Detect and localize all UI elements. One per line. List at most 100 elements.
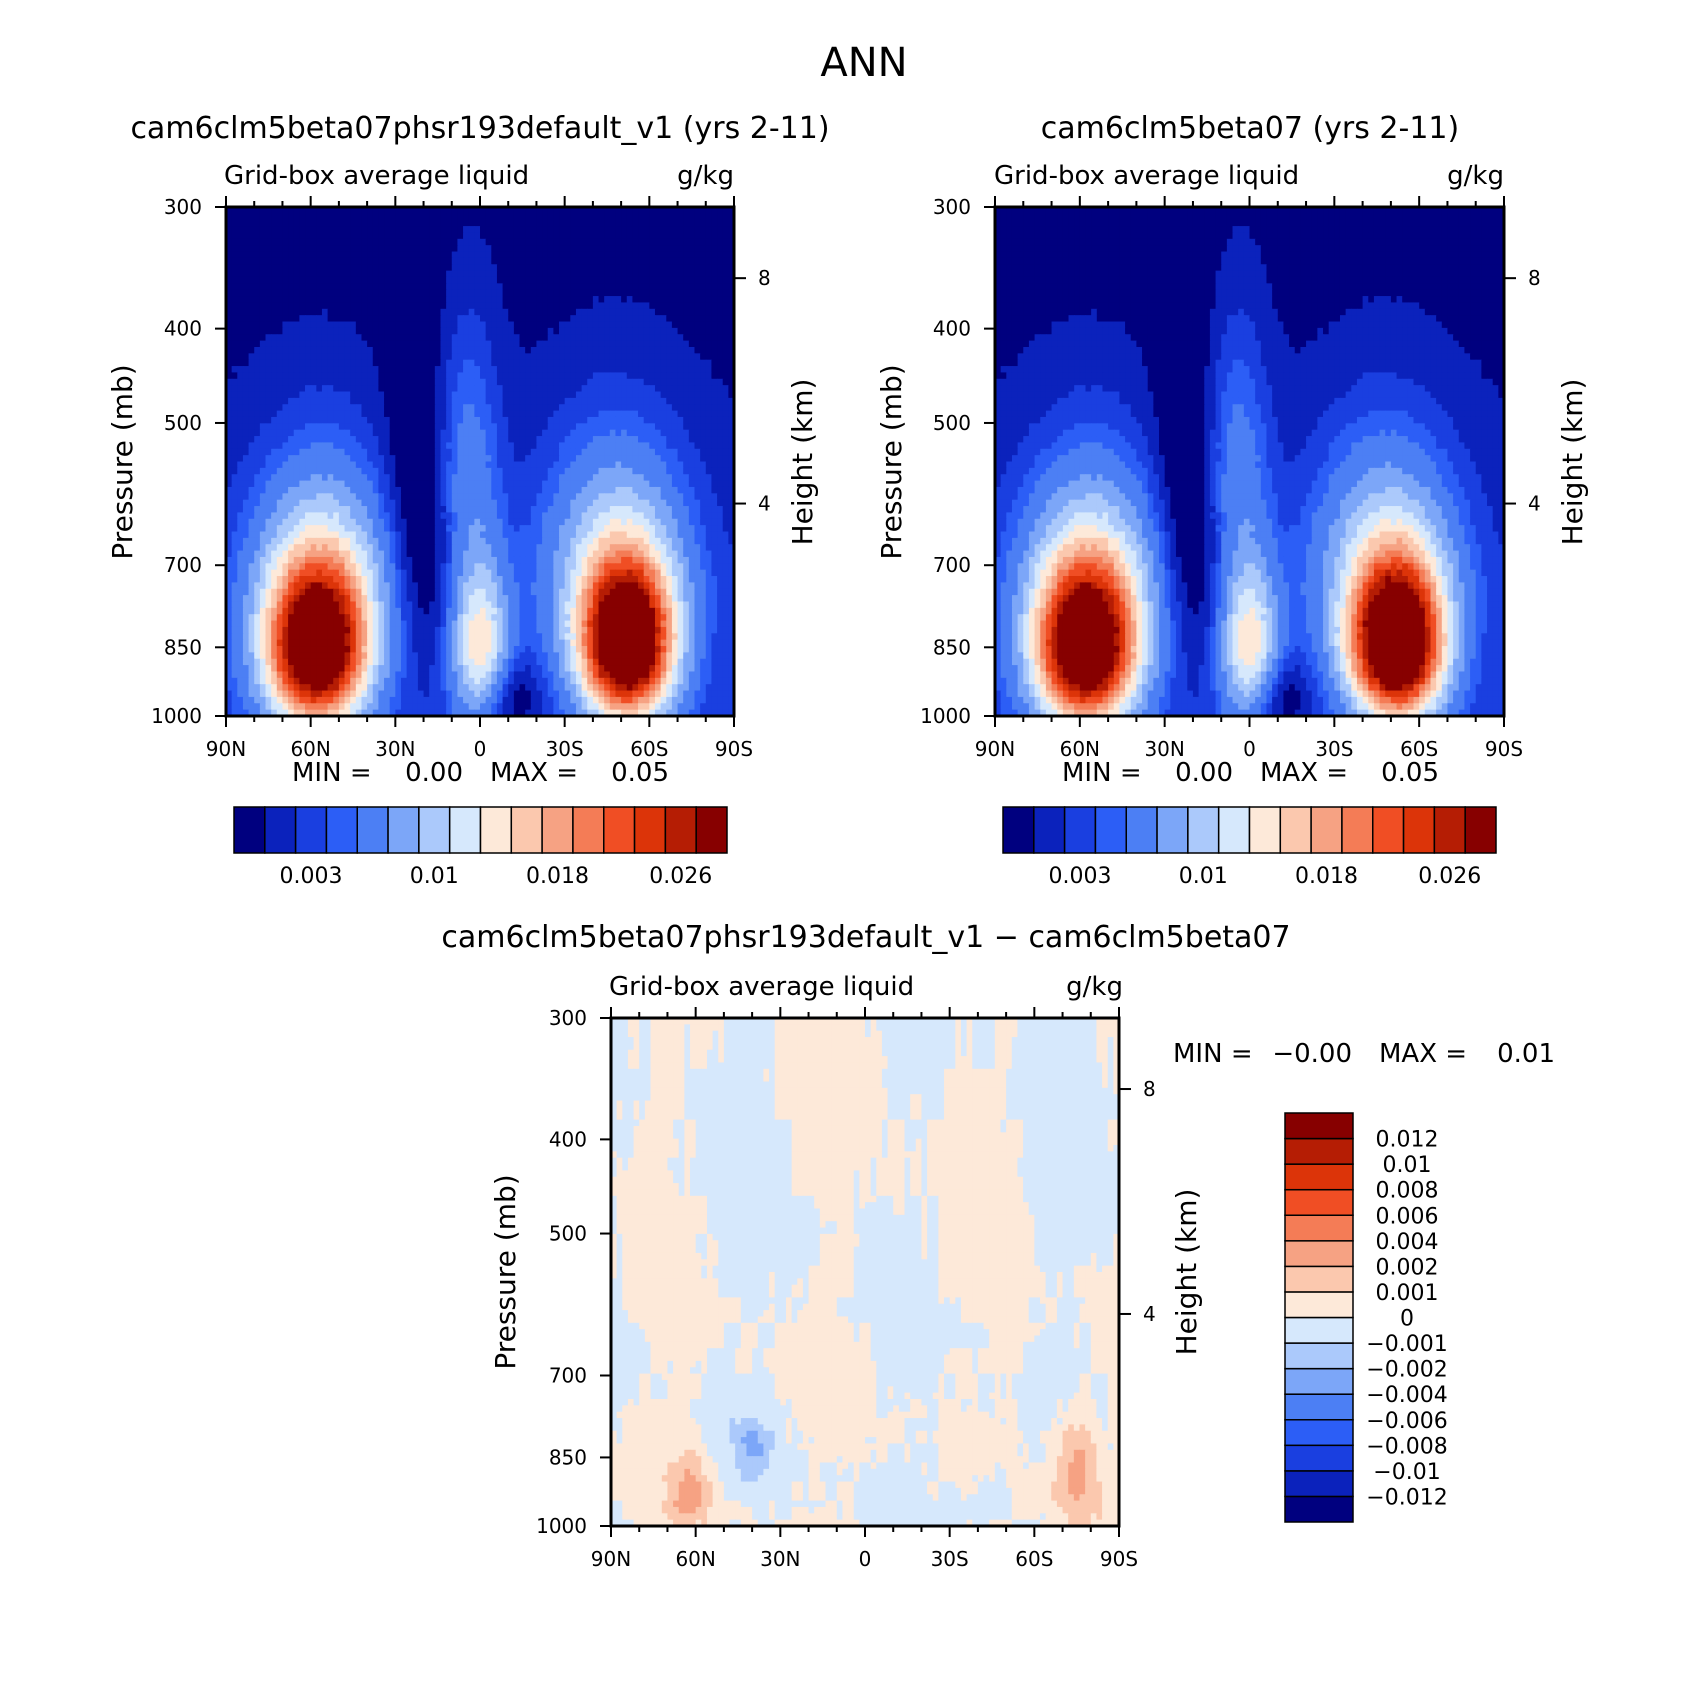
field-cell: [598, 207, 605, 214]
field-cell: [609, 372, 617, 380]
field-cell: [355, 493, 363, 501]
field-cell: [508, 302, 515, 310]
field-cell: [350, 276, 357, 284]
field-cell: [248, 404, 255, 412]
field-cell: [609, 448, 617, 456]
field-cell: [423, 499, 430, 507]
field-cell: [282, 308, 289, 316]
field-cell: [378, 257, 385, 265]
field-cell: [604, 486, 611, 494]
field-cell: [496, 226, 504, 234]
field-cell: [683, 207, 690, 214]
field-cell: [226, 474, 233, 482]
field-cell: [265, 550, 272, 558]
field-cell: [480, 480, 487, 488]
field-cell: [722, 391, 729, 399]
field-cell: [288, 550, 295, 558]
field-cell: [604, 512, 611, 520]
field-cell: [457, 499, 464, 507]
field-cell: [728, 238, 735, 246]
field-cell: [485, 429, 492, 437]
field-cell: [626, 467, 633, 475]
field-cell: [378, 283, 385, 291]
field-cell: [626, 315, 633, 323]
field-cell: [321, 296, 329, 304]
field-cell: [282, 366, 289, 374]
field-cell: [231, 442, 238, 450]
field-cell: [508, 410, 515, 418]
field-cell: [226, 245, 233, 253]
field-cell: [434, 436, 442, 444]
field-cell: [542, 251, 549, 259]
field-cell: [265, 506, 272, 513]
field-cell: [226, 353, 233, 361]
field-cell: [525, 213, 532, 221]
field-cell: [463, 238, 470, 246]
field-cell: [327, 283, 334, 291]
field-cell: [615, 410, 622, 418]
field-cell: [592, 455, 600, 463]
field-cell: [604, 257, 611, 265]
field-cell: [254, 226, 261, 234]
field-cell: [372, 493, 379, 501]
field-cell: [305, 232, 312, 240]
field-cell: [384, 245, 391, 253]
field-cell: [395, 308, 402, 316]
field-cell: [559, 429, 566, 437]
field-cell: [271, 289, 278, 297]
field-cell: [231, 353, 238, 361]
field-cell: [237, 429, 244, 437]
field-cell: [384, 270, 391, 278]
field-cell: [547, 480, 554, 488]
field-cell: [649, 429, 656, 437]
field-cell: [367, 556, 374, 564]
field-cell: [525, 512, 532, 520]
field-cell: [643, 404, 650, 412]
field-cell: [519, 219, 526, 227]
field-cell: [242, 378, 250, 386]
field-cell: [367, 251, 374, 259]
field-cell: [271, 372, 278, 380]
field-cell: [688, 327, 696, 335]
field-cell: [288, 327, 295, 335]
field-cell: [400, 226, 408, 234]
field-cell: [468, 359, 475, 367]
field-cell: [395, 334, 402, 342]
field-cell: [508, 397, 515, 405]
field-cell: [254, 455, 261, 463]
field-cell: [423, 518, 430, 526]
field-cell: [367, 340, 374, 348]
field-cell: [389, 232, 396, 240]
field-cell: [417, 327, 425, 335]
field-cell: [406, 302, 413, 310]
field-cell: [677, 302, 684, 310]
field-cell: [372, 321, 379, 329]
field-cell: [327, 226, 334, 234]
field-cell: [265, 518, 272, 526]
field-cell: [480, 461, 487, 469]
field-cell: [609, 276, 617, 284]
field-cell: [671, 321, 679, 329]
field-cell: [643, 372, 650, 380]
field-cell: [468, 404, 475, 412]
field-cell: [389, 544, 396, 552]
field-cell: [553, 207, 560, 214]
field-cell: [333, 429, 340, 437]
field-cell: [474, 213, 481, 221]
field-cell: [502, 207, 509, 214]
field-cell: [480, 442, 487, 450]
field-cell: [592, 226, 600, 234]
field-cell: [338, 404, 346, 412]
field-cell: [683, 404, 690, 412]
field-cell: [327, 544, 334, 552]
field-cell: [626, 448, 633, 456]
field-cell: [728, 499, 735, 507]
field-cell: [700, 359, 707, 367]
field-cell: [654, 486, 662, 494]
field-cell: [271, 493, 278, 501]
field-cell: [417, 397, 425, 405]
field-cell: [592, 245, 600, 253]
field-cell: [468, 550, 475, 558]
field-cell: [604, 270, 611, 278]
field-cell: [480, 537, 487, 545]
